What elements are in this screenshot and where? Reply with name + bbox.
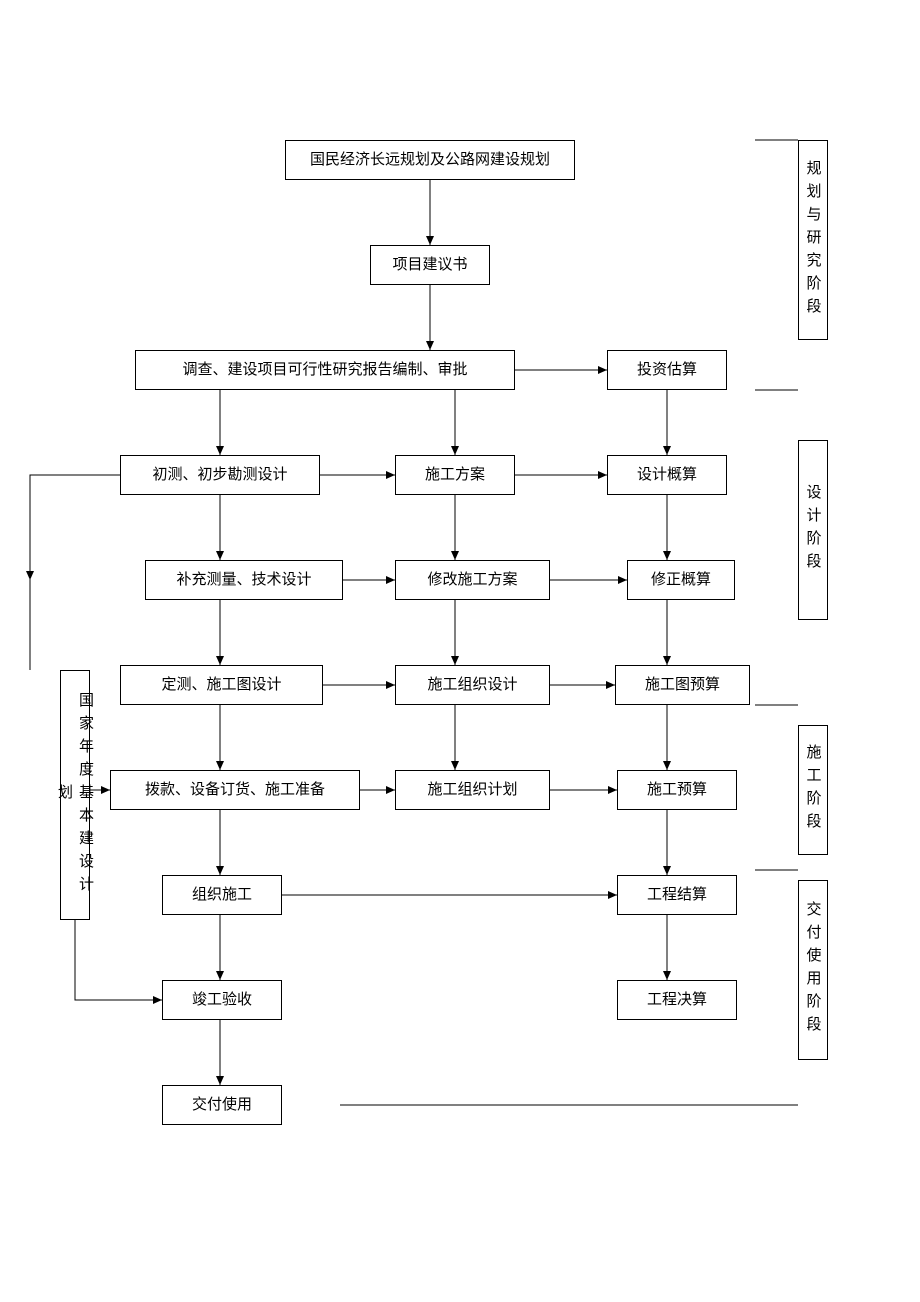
node-label: 工程决算 [647, 990, 707, 1011]
node-n7: 设计概算 [607, 455, 727, 495]
phase-label: 施工阶段 [803, 744, 824, 836]
node-n8: 补充测量、技术设计 [145, 560, 343, 600]
node-n21: 交付使用 [162, 1085, 282, 1125]
node-n9: 修改施工方案 [395, 560, 550, 600]
node-label: 国民经济长远规划及公路网建设规划 [310, 150, 550, 171]
node-label: 修改施工方案 [427, 570, 517, 591]
node-n18: 工程结算 [617, 875, 737, 915]
edges-layer [0, 0, 920, 1302]
phase-label: 设计阶段 [803, 484, 824, 576]
phase-label-r3: 施工阶段 [798, 725, 828, 855]
node-label: 施工组织计划 [427, 780, 517, 801]
node-label: 修正概算 [651, 570, 711, 591]
phase-label-r4: 交付使用阶段 [798, 880, 828, 1060]
node-label: 竣工验收 [192, 990, 252, 1011]
node-n16: 施工预算 [617, 770, 737, 810]
node-label: 设计概算 [637, 465, 697, 486]
node-n12: 施工组织设计 [395, 665, 550, 705]
node-label: 初测、初步勘测设计 [152, 465, 287, 486]
phase-label-r1: 规划与研究阶段 [798, 140, 828, 340]
node-n2: 项目建议书 [370, 245, 490, 285]
phase-label: 国家年度基本建设计划 [54, 681, 96, 909]
node-n13: 施工图预算 [615, 665, 750, 705]
phase-label-r2: 设计阶段 [798, 440, 828, 620]
node-label: 拨款、设备订货、施工准备 [145, 780, 325, 801]
node-label: 组织施工 [192, 885, 252, 906]
node-label: 施工方案 [425, 465, 485, 486]
node-label: 施工组织设计 [427, 675, 517, 696]
node-n11: 定测、施工图设计 [120, 665, 323, 705]
node-n6: 施工方案 [395, 455, 515, 495]
node-label: 交付使用 [192, 1095, 252, 1116]
node-label: 补充测量、技术设计 [176, 570, 311, 591]
phase-label: 规划与研究阶段 [803, 160, 824, 321]
node-label: 施工图预算 [645, 675, 720, 696]
flowchart-canvas: 国民经济长远规划及公路网建设规划 项目建议书 调查、建设项目可行性研究报告编制、… [0, 0, 920, 1302]
node-n14: 拨款、设备订货、施工准备 [110, 770, 360, 810]
node-n19: 竣工验收 [162, 980, 282, 1020]
node-label: 施工预算 [647, 780, 707, 801]
node-n3: 调查、建设项目可行性研究报告编制、审批 [135, 350, 515, 390]
node-label: 工程结算 [647, 885, 707, 906]
phase-label-left: 国家年度基本建设计划 [60, 670, 90, 920]
node-label: 项目建议书 [392, 255, 467, 276]
node-n10: 修正概算 [627, 560, 735, 600]
node-label: 调查、建设项目可行性研究报告编制、审批 [182, 360, 467, 381]
node-n5: 初测、初步勘测设计 [120, 455, 320, 495]
node-n1: 国民经济长远规划及公路网建设规划 [285, 140, 575, 180]
node-label: 定测、施工图设计 [161, 675, 281, 696]
node-n20: 工程决算 [617, 980, 737, 1020]
node-n17: 组织施工 [162, 875, 282, 915]
phase-label: 交付使用阶段 [803, 901, 824, 1039]
node-n15: 施工组织计划 [395, 770, 550, 810]
node-n4: 投资估算 [607, 350, 727, 390]
node-label: 投资估算 [637, 360, 697, 381]
